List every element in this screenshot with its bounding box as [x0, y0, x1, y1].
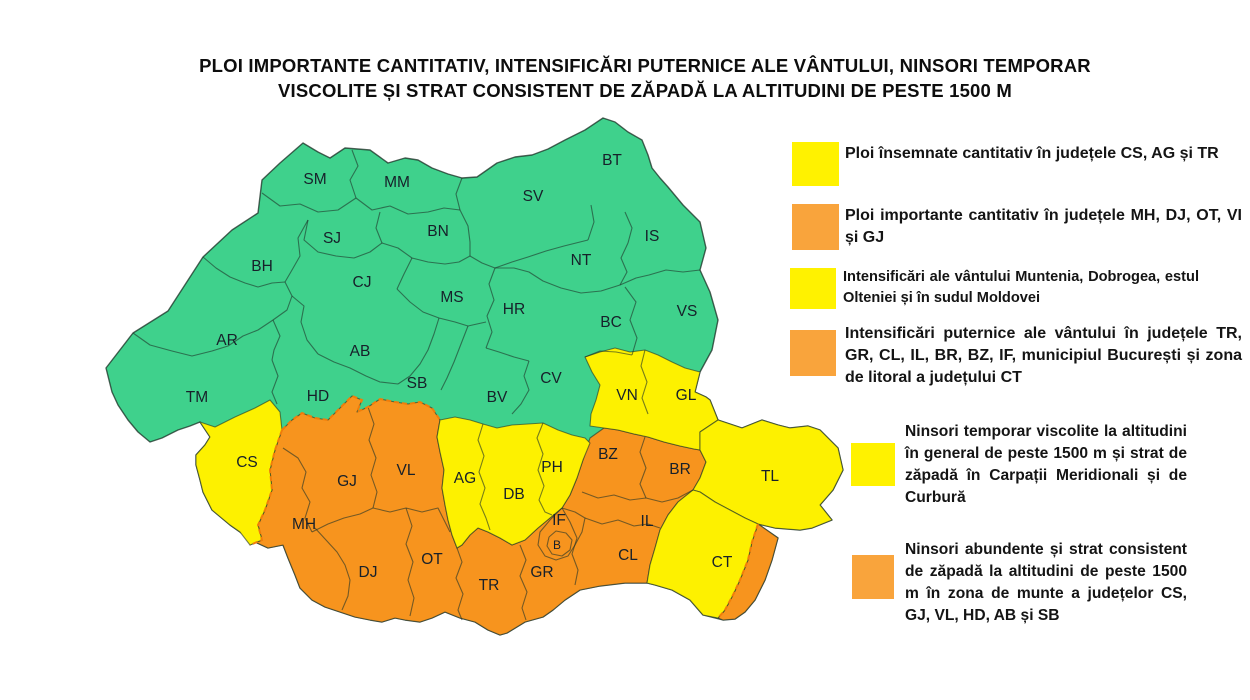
- county-border-line: [494, 239, 589, 269]
- legend-text-3: Intensificări ale vântului Muntenia, Dob…: [843, 269, 1199, 306]
- county-border-line: [314, 527, 351, 611]
- warning-zone-dashed-border: [281, 394, 441, 431]
- county-border-line: [581, 489, 694, 503]
- county-border-line: [367, 406, 378, 509]
- page-title-line2: VISCOLITE ȘI STRAT CONSISTENT DE ZĂPADĂ …: [278, 80, 1012, 101]
- legend-text-1: Ploi însemnate cantitativ în județele CS…: [845, 145, 1219, 162]
- legend-text-6: Ninsori abundente și strat consistent de…: [905, 541, 1187, 624]
- legend-swatch-2: [792, 204, 839, 250]
- county-border-line: [455, 547, 464, 621]
- county-border-line: [282, 447, 313, 533]
- zone-ct-west-yellow: [646, 489, 759, 619]
- county-border-line: [132, 281, 293, 357]
- legend-swatch-4: [790, 330, 836, 376]
- warning-zone-dashed-border: [249, 429, 283, 546]
- county-border-line: [271, 359, 279, 405]
- legend-text-2: Ploi importante cantitativ în județele M…: [845, 207, 1242, 246]
- county-border-line: [477, 423, 491, 531]
- county-border-line: [584, 517, 661, 529]
- county-border-line: [455, 177, 463, 211]
- legend-swatch-1: [792, 142, 839, 186]
- county-border-line: [546, 530, 573, 557]
- legend-swatch-3: [790, 268, 836, 309]
- county-border-line: [440, 325, 469, 391]
- county-border-line: [624, 211, 633, 244]
- county-border-line: [355, 197, 461, 215]
- county-border-line: [495, 267, 621, 294]
- county-border-line: [536, 422, 553, 516]
- county-border-line: [405, 507, 415, 617]
- county-border-line: [511, 360, 530, 415]
- zone-tl-yellow: [692, 419, 844, 531]
- county-border-line: [291, 295, 319, 355]
- county-border-line: [587, 204, 595, 241]
- county-border-line: [349, 149, 359, 199]
- page-title-line1: PLOI IMPORTANTE CANTITATIV, INTENSIFICĂR…: [199, 55, 1091, 76]
- county-border-line: [584, 350, 633, 358]
- county-border-line: [396, 257, 413, 290]
- county-border-line: [459, 209, 471, 256]
- county-border-line: [519, 544, 528, 621]
- county-border-line: [317, 353, 399, 385]
- county-border-line: [202, 256, 286, 288]
- county-border-line: [397, 317, 440, 385]
- county-border-line: [619, 242, 629, 286]
- page-title: PLOI IMPORTANTE CANTITATIV, INTENSIFICĂR…: [45, 53, 1245, 103]
- legend-swatch-5: [851, 443, 895, 486]
- warning-zone-dashed-border: [717, 523, 759, 619]
- county-border-line: [271, 319, 281, 361]
- county-border-line: [485, 267, 496, 349]
- county-border-line: [303, 219, 383, 259]
- county-border-line: [639, 436, 647, 499]
- county-border-line: [311, 507, 451, 533]
- county-border-line: [261, 192, 357, 213]
- county-border-line: [624, 286, 638, 356]
- county-border-line: [469, 255, 496, 269]
- county-border-line: [619, 269, 701, 286]
- county-border-line: [381, 242, 471, 265]
- legend-text-5: Ninsori temporar viscolite la altitudini…: [905, 423, 1187, 506]
- county-border-line: [537, 507, 586, 561]
- county-border-line: [375, 211, 383, 244]
- legend-text-4: Intensificări puternice ale vântului în …: [845, 325, 1242, 386]
- county-border-line: [284, 219, 309, 283]
- county-border-line: [640, 349, 649, 415]
- legend-swatch-6: [852, 555, 894, 599]
- county-border-line: [485, 347, 530, 362]
